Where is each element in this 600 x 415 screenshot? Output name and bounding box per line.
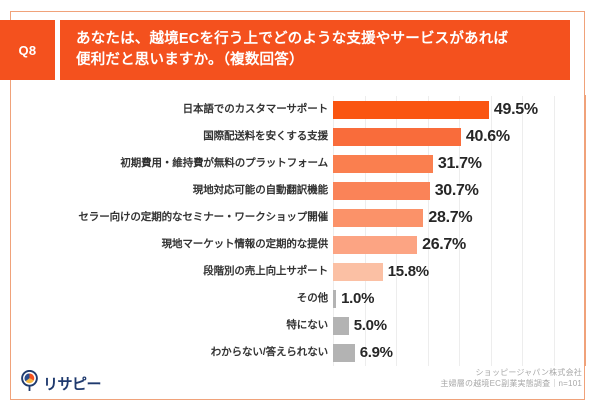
gridline-20	[396, 96, 397, 366]
bar-track: 28.7%	[333, 204, 473, 231]
brand-name: リサピー	[43, 376, 102, 393]
bar-track: 1.0%	[333, 285, 374, 312]
card-frame	[10, 11, 585, 400]
question-header: Q8 あなたは、越境ECを行う上でどのような支援やサービスがあれば 便利だと思い…	[0, 20, 570, 80]
source-line-1: ショッピージャパン株式会社	[475, 368, 582, 377]
gridline-70	[553, 96, 555, 366]
bar-row: 日本語でのカスタマーサポート 49.5%	[0, 96, 600, 123]
question-text: あなたは、越境ECを行う上でどのような支援やサービスがあれば 便利だと思いますか…	[60, 20, 570, 80]
bar-value-label: 40.6%	[465, 127, 510, 145]
plot-region	[333, 95, 586, 366]
bar-fill	[333, 289, 337, 308]
bar-value-label: 5.0%	[353, 317, 387, 334]
bar-category-label: 現地マーケット情報の定期的な提供	[161, 238, 329, 250]
bar-value-label: 31.7%	[437, 154, 482, 172]
bar-row: 現地マーケット情報の定期的な提供 26.7%	[0, 231, 600, 258]
bar-category-label: 日本語でのカスタマーサポート	[182, 103, 328, 115]
gridline-0	[333, 96, 334, 366]
axis-right-edge	[585, 95, 586, 366]
bar-category-label: 現地対応可能の自動翻訳機能	[192, 184, 328, 196]
bar-category-label: 特にない	[286, 319, 328, 331]
bar-track: 49.5%	[333, 96, 538, 123]
bar-row: 段階別の売上向上サポート 15.8%	[0, 258, 600, 285]
source-line-2: 主婦層の越境EC副業実態調査｜n=101	[440, 379, 582, 388]
bar-fill	[333, 343, 355, 362]
gridline-50	[490, 96, 492, 366]
bar-value-label: 26.7%	[422, 235, 466, 253]
bar-row: わからない/答えられない 6.9%	[0, 339, 600, 366]
bar-fill	[333, 100, 489, 119]
gridline-40	[459, 96, 460, 366]
bar-fill	[333, 181, 430, 200]
bar-fill	[333, 154, 433, 173]
bar-track: 6.9%	[333, 339, 393, 366]
bar-row: 現地対応可能の自動翻訳機能 30.7%	[0, 177, 600, 204]
gridline-10	[364, 96, 366, 366]
bar-row: 国際配送料を安くする支援 40.6%	[0, 123, 600, 150]
bar-row: 特にない 5.0%	[0, 312, 600, 339]
source-note: ショッピージャパン株式会社 主婦層の越境EC副業実態調査｜n=101	[440, 367, 582, 389]
bar-fill	[333, 316, 349, 335]
gridline-30	[427, 96, 429, 366]
bar-category-label: その他	[296, 292, 328, 304]
bar-row: その他 1.0%	[0, 285, 600, 312]
bar-track: 30.7%	[333, 177, 479, 204]
bar-fill	[333, 262, 383, 281]
brand-logo: リサピー	[20, 369, 102, 397]
bar-category-label: 初期費用・維持費が無料のプラットフォーム	[120, 157, 328, 169]
bar-fill	[333, 127, 461, 146]
bar-category-label: 国際配送料を安くする支援	[203, 130, 328, 142]
bar-value-label: 15.8%	[387, 263, 429, 280]
bar-fill	[333, 208, 424, 227]
bar-value-label: 6.9%	[359, 344, 393, 361]
bar-category-label: わからない/答えられない	[210, 346, 328, 358]
footer: リサピー ショッピージャパン株式会社 主婦層の越境EC副業実態調査｜n=101	[0, 366, 600, 406]
bar-value-label: 30.7%	[434, 181, 479, 199]
bar-track: 5.0%	[333, 312, 387, 339]
bar-category-label: セラー向けの定期的なセミナー・ワークショップ開催	[78, 211, 328, 223]
gridline-60	[522, 96, 523, 366]
bar-fill	[333, 235, 418, 254]
map-pin-pie-chart-icon	[20, 369, 39, 397]
bar-track: 40.6%	[333, 123, 510, 150]
bar-value-label: 49.5%	[493, 100, 538, 118]
bar-category-label: 段階別の売上向上サポート	[203, 265, 328, 277]
bar-track: 31.7%	[333, 150, 482, 177]
bar-track: 26.7%	[333, 231, 466, 258]
bar-row: 初期費用・維持費が無料のプラットフォーム 31.7%	[0, 150, 600, 177]
question-number-badge: Q8	[0, 20, 55, 80]
bar-value-label: 1.0%	[341, 290, 375, 307]
bar-track: 15.8%	[333, 258, 429, 285]
question-line-1: あなたは、越境ECを行う上でどのような支援やサービスがあれば	[76, 31, 509, 47]
bar-row: セラー向けの定期的なセミナー・ワークショップ開催 28.7%	[0, 204, 600, 231]
question-line-2: 便利だと思いますか。（複数回答）	[76, 52, 304, 68]
bar-value-label: 28.7%	[428, 208, 473, 226]
bar-chart: 日本語でのカスタマーサポート 49.5% 国際配送料を安くする支援 40.6% 初期費用…	[0, 95, 600, 366]
